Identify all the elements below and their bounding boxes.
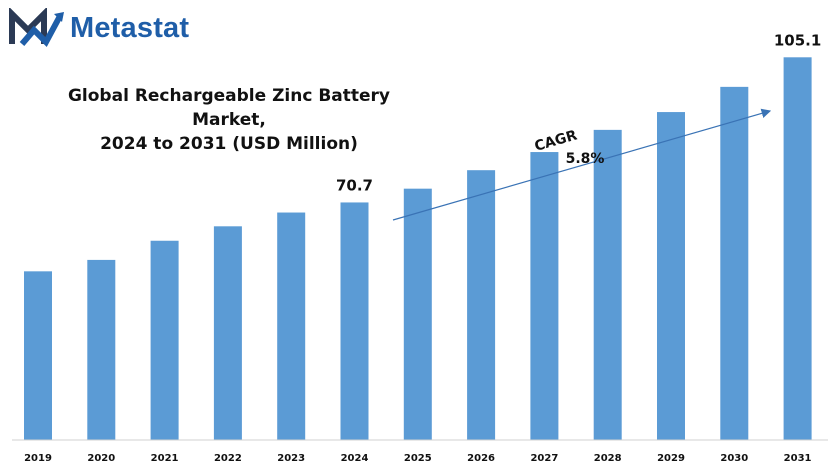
x-tick-label: 2019 [24, 453, 52, 464]
x-tick-label: 2027 [530, 453, 558, 464]
bar-2029 [657, 112, 685, 441]
bar-2031 [783, 57, 812, 441]
chart-title-line2: 2024 to 2031 (USD Million) [100, 134, 358, 154]
bar-2025 [403, 188, 432, 440]
bar-2028 [593, 129, 622, 440]
bar-2024 [340, 202, 369, 440]
brand-logo: Metastat [8, 8, 189, 48]
chart-title: Global Rechargeable Zinc Battery Market,… [30, 84, 428, 156]
bar-2027 [530, 152, 559, 440]
x-tick-label: 2021 [151, 453, 179, 464]
x-tick-label: 2023 [277, 453, 305, 464]
cagr-arrow [392, 108, 772, 221]
bar-2019 [24, 271, 52, 440]
x-tick-label: 2025 [404, 453, 432, 464]
x-tick-label: 2024 [341, 453, 369, 464]
brand-name: Metastat [70, 11, 190, 44]
x-tick-label: 2026 [467, 453, 495, 464]
bar-2030 [720, 86, 749, 440]
bar-2021 [150, 240, 179, 440]
bar-2022 [213, 226, 242, 440]
data-label: 105.1 [774, 31, 821, 49]
x-tick-label: 2020 [87, 453, 115, 464]
x-tick-label: 2022 [214, 453, 242, 464]
x-tick-label: 2029 [657, 453, 685, 464]
metastat-logo-icon [9, 8, 64, 47]
cagr-value: 5.8% [566, 151, 605, 167]
bar-2026 [467, 170, 496, 440]
data-label: 70.7 [336, 176, 373, 194]
bar-2023 [277, 212, 306, 440]
x-tick-label: 2028 [594, 453, 622, 464]
bar-2020 [87, 259, 116, 440]
x-tick-label: 2030 [720, 453, 748, 464]
chart-title-line1: Global Rechargeable Zinc Battery Market, [67, 86, 391, 130]
x-tick-label: 2031 [784, 453, 812, 464]
